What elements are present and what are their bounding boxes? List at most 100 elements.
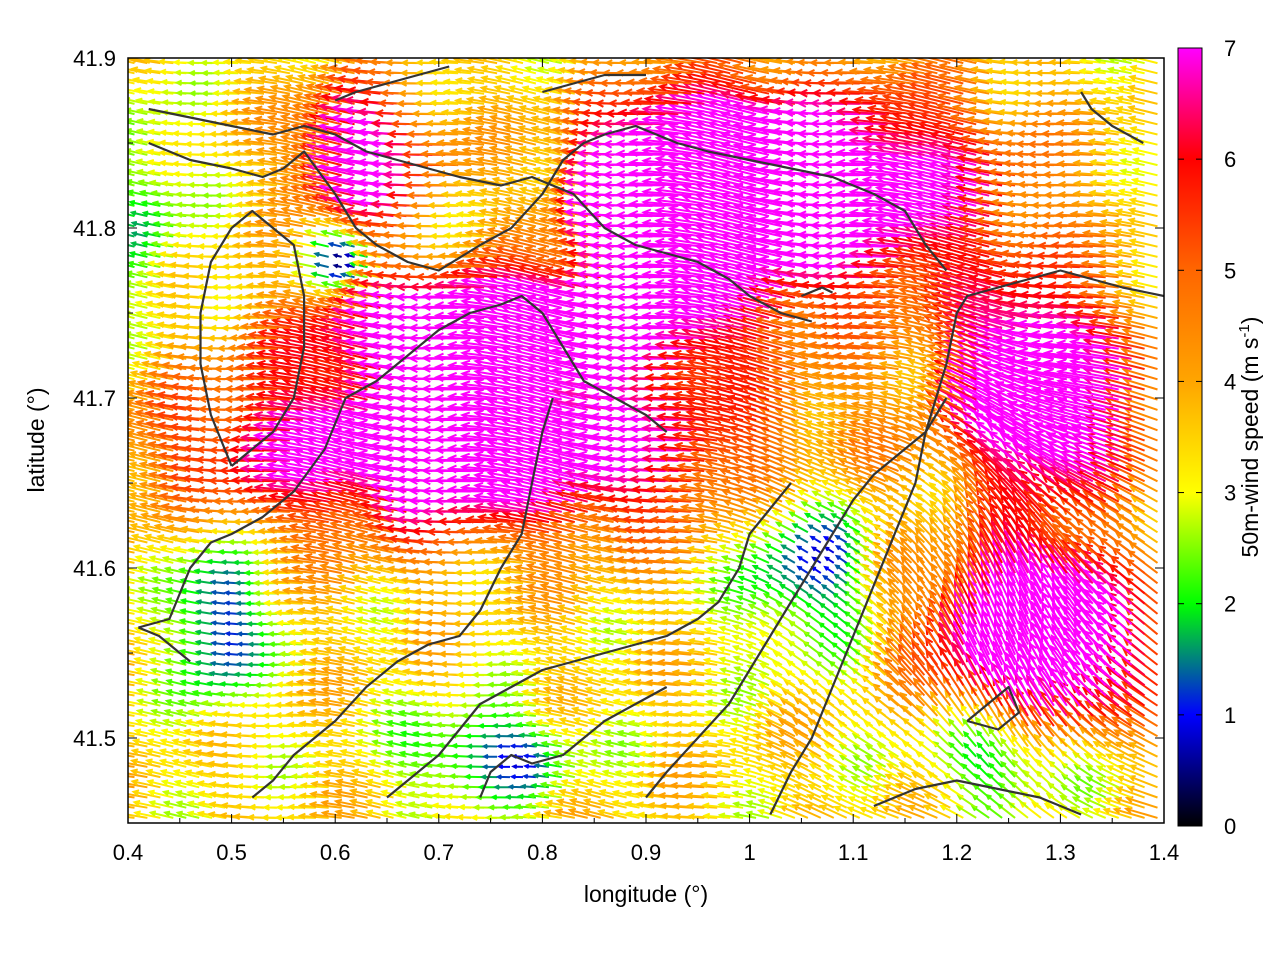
- wind-arrow: [493, 733, 511, 739]
- wind-arrow: [673, 689, 705, 697]
- wind-arrow: [496, 743, 511, 749]
- wind-arrow: [510, 659, 537, 666]
- wind-arrow: [702, 657, 731, 666]
- wind-arrow: [307, 698, 342, 707]
- wind-arrow: [130, 778, 161, 789]
- wind-arrow: [599, 779, 627, 789]
- wind-arrow: [1115, 741, 1146, 758]
- wind-arrow: [158, 748, 187, 758]
- wind-arrow: [324, 636, 355, 646]
- wind-arrow: [838, 765, 861, 778]
- wind-arrow: [365, 666, 394, 677]
- wind-arrow: [394, 688, 420, 697]
- wind-arrow: [161, 718, 187, 728]
- wind-arrow: [310, 719, 342, 728]
- wind-arrow: [421, 771, 446, 779]
- wind-arrow: [570, 788, 601, 799]
- wind-arrow: [394, 800, 420, 809]
- wind-arrow: [804, 602, 822, 615]
- wind-arrow: [948, 741, 965, 758]
- wind-arrow: [380, 810, 407, 819]
- wind-arrow: [809, 575, 822, 585]
- wind-arrow: [568, 797, 601, 809]
- wind-arrow: [988, 739, 1003, 758]
- wind-arrow: [1084, 787, 1107, 799]
- wind-arrow: [948, 730, 965, 748]
- wind-arrow: [796, 565, 809, 574]
- wind-arrow: [532, 708, 562, 717]
- wind-arrow: [570, 706, 601, 717]
- wind-arrow: [349, 808, 381, 819]
- wind-arrow: [574, 768, 601, 779]
- wind-arrow: [781, 565, 796, 574]
- wind-arrow: [407, 790, 433, 799]
- wind-arrow: [465, 763, 485, 770]
- wind-arrow: [354, 748, 381, 758]
- wind-arrow: [195, 599, 213, 605]
- wind-arrow: [408, 811, 433, 819]
- wind-arrow: [907, 793, 938, 809]
- wind-arrow: [717, 801, 744, 809]
- wind-arrow: [128, 649, 148, 656]
- wind-arrow: [309, 240, 329, 248]
- wind-arrow: [509, 649, 537, 656]
- wind-arrow: [1083, 797, 1107, 809]
- wind-arrow: [807, 584, 822, 595]
- wind-arrow: [144, 758, 174, 768]
- wind-arrow: [395, 770, 420, 779]
- wind-arrow: [365, 646, 394, 656]
- wind-arrow: [612, 779, 640, 789]
- wind-arrow: [350, 676, 381, 687]
- wind-arrow: [700, 739, 731, 748]
- wind-arrow: [976, 752, 990, 768]
- wind-arrow: [792, 794, 822, 809]
- wind-arrow: [823, 774, 848, 789]
- wind-vector-field: [128, 58, 1159, 821]
- wind-arrow: [599, 667, 627, 677]
- wind-arrow: [834, 564, 848, 574]
- wind-arrow: [810, 566, 822, 574]
- wind-arrow: [766, 564, 783, 574]
- wind-arrow: [150, 708, 174, 717]
- wind-arrow: [999, 737, 1016, 758]
- wind-arrow: [732, 811, 757, 819]
- wind-arrow: [818, 602, 835, 615]
- wind-arrow: [148, 657, 174, 666]
- wind-arrow: [499, 681, 524, 688]
- wind-arrow: [683, 781, 718, 789]
- wind-arrow: [808, 479, 835, 493]
- wind-arrow: [128, 772, 148, 779]
- wind-arrow: [1103, 797, 1132, 809]
- wind-arrow: [555, 798, 588, 809]
- wind-arrow: [872, 671, 900, 697]
- wind-arrow: [133, 656, 161, 666]
- wind-arrow: [745, 695, 770, 707]
- wind-arrow: [716, 728, 744, 738]
- wind-arrow: [752, 733, 783, 748]
- wind-arrow: [520, 688, 550, 697]
- wind-arrow: [540, 740, 562, 748]
- wind-arrow: [1105, 776, 1132, 789]
- wind-arrow: [320, 676, 355, 687]
- wind-arrow: [128, 754, 135, 758]
- wind-arrow: [194, 670, 213, 677]
- wind-arrow: [128, 703, 135, 707]
- wind-arrow: [733, 666, 757, 677]
- wind-arrow: [755, 766, 783, 779]
- wind-arrow: [159, 768, 187, 779]
- wind-arrow: [309, 657, 342, 666]
- wind-arrow: [323, 646, 355, 656]
- wind-arrow: [542, 809, 575, 819]
- wind-arrow: [684, 750, 718, 758]
- wind-arrow: [603, 729, 627, 738]
- wind-arrow: [352, 758, 381, 768]
- wind-arrow: [563, 759, 588, 768]
- wind-arrow: [128, 803, 148, 809]
- wind-arrow: [976, 741, 990, 758]
- wind-arrow: [145, 768, 174, 779]
- wind-arrow: [409, 710, 433, 717]
- wind-arrow: [567, 807, 601, 819]
- wind-arrow: [179, 659, 200, 666]
- wind-arrow: [135, 708, 161, 717]
- wind-arrow: [600, 657, 627, 666]
